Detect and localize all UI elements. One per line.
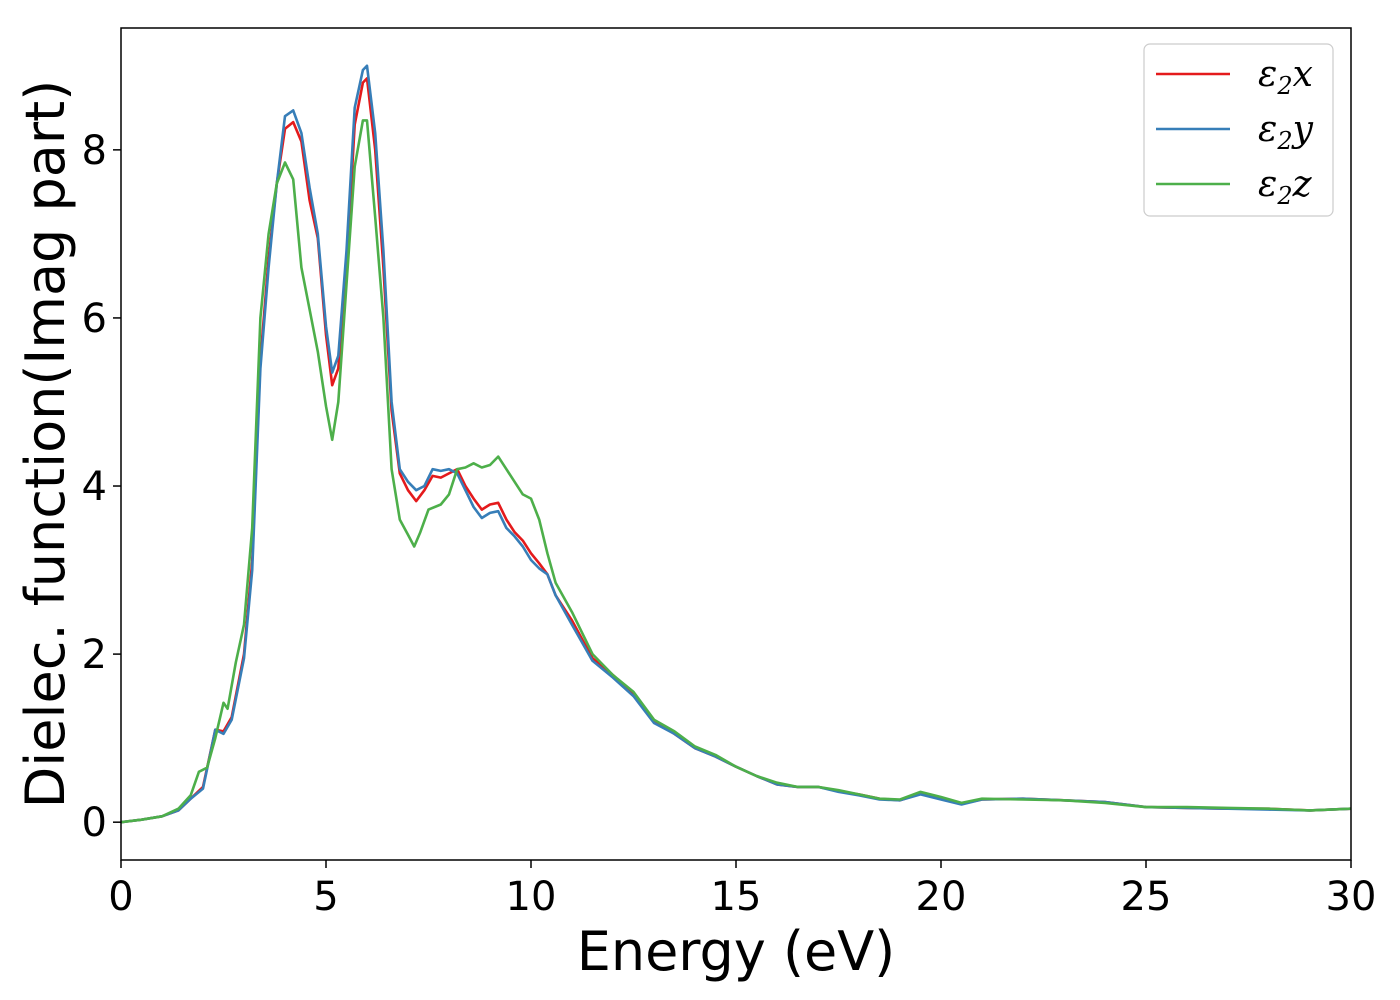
y-axis: 0 2 4 6 8 (82, 128, 121, 846)
y-tick-label: 2 (82, 632, 107, 678)
x-tick-label: 20 (916, 874, 967, 920)
y-tick-label: 4 (82, 464, 107, 510)
legend: ε2x ε2y ε2z (1143, 43, 1334, 217)
x-tick-label: 5 (313, 874, 338, 920)
y-tick-label: 0 (82, 800, 107, 846)
x-tick-label: 15 (711, 874, 762, 920)
legend-label-y: ε2y (1258, 109, 1314, 155)
legend-label-x: ε2x (1258, 54, 1313, 100)
y-axis-title: Dielec. function(Imag part) (14, 80, 77, 809)
series-layer (121, 64, 1351, 824)
x-tick-label: 30 (1326, 874, 1377, 920)
x-tick-label: 0 (108, 874, 133, 920)
x-axis-title: Energy (eV) (577, 920, 896, 983)
y-tick-label: 6 (82, 296, 107, 342)
x-tick-label: 25 (1121, 874, 1172, 920)
x-axis: 0 5 10 15 20 25 30 (108, 860, 1376, 920)
legend-label-z: ε2z (1258, 164, 1313, 210)
legend-box (1143, 43, 1334, 217)
series-line-z (121, 119, 1351, 824)
x-tick-label: 10 (506, 874, 557, 920)
y-tick-label: 8 (82, 128, 107, 174)
